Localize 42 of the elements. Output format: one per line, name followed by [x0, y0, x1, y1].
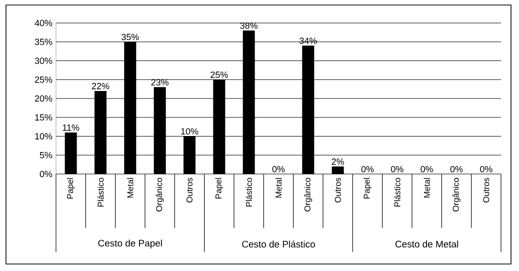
- text: Cesto de Metal: [395, 240, 458, 248]
- y-tick-label: 25%: [34, 76, 52, 83]
- x-tick-label: Orgânico: [452, 178, 460, 212]
- x-tick-label: Papel: [364, 178, 372, 198]
- data-label: 22%: [92, 82, 110, 90]
- data-label: 0%: [391, 166, 404, 172]
- x-tick-label: Outros: [483, 178, 490, 203]
- x-tick-label: Metal: [275, 178, 282, 198]
- data-label: 0%: [480, 166, 492, 172]
- y-tick-label: 30%: [34, 58, 52, 64]
- y-tick-label: 40%: [34, 20, 52, 26]
- x-tick-label: Metal: [127, 178, 134, 198]
- y-tick-label: 10%: [35, 133, 52, 140]
- data-label: 0%: [420, 166, 433, 172]
- data-label: 25%: [210, 72, 228, 78]
- y-tick-label: 35%: [34, 38, 52, 46]
- data-label: 11%: [62, 124, 80, 131]
- x-tick-label: Orgânico: [156, 178, 164, 212]
- x-tick-label: Papel: [66, 178, 75, 198]
- data-label: 23%: [151, 79, 168, 86]
- x-tick-label: Plástico: [246, 178, 252, 206]
- y-tick-label: 15%: [35, 114, 52, 121]
- data-label: 2%: [332, 158, 344, 165]
- text: Cesto de Papel: [98, 240, 162, 248]
- y-tick-label: 0%: [40, 170, 52, 178]
- x-tick-label: Outros: [186, 178, 192, 203]
- data-label: 35%: [122, 34, 139, 40]
- x-tick-label: Metal: [424, 178, 430, 198]
- y-tick-label: 20%: [34, 95, 52, 102]
- x-tick-label: Plástico: [97, 178, 104, 206]
- data-label: 0%: [450, 166, 463, 172]
- x-tick-label: Plástico: [394, 178, 400, 206]
- y-tick-label: 5%: [40, 152, 52, 158]
- data-label: 0%: [361, 166, 374, 172]
- x-tick-label: Orgânico: [304, 178, 312, 212]
- x-tick-label: Papel: [215, 178, 224, 198]
- x-tick-label: Outros: [334, 178, 341, 203]
- text: Cesto de Plástico: [242, 240, 315, 248]
- data-label: 38%: [240, 22, 258, 29]
- bar: [332, 166, 344, 174]
- data-label: 0%: [272, 166, 285, 172]
- data-label: 10%: [181, 128, 198, 135]
